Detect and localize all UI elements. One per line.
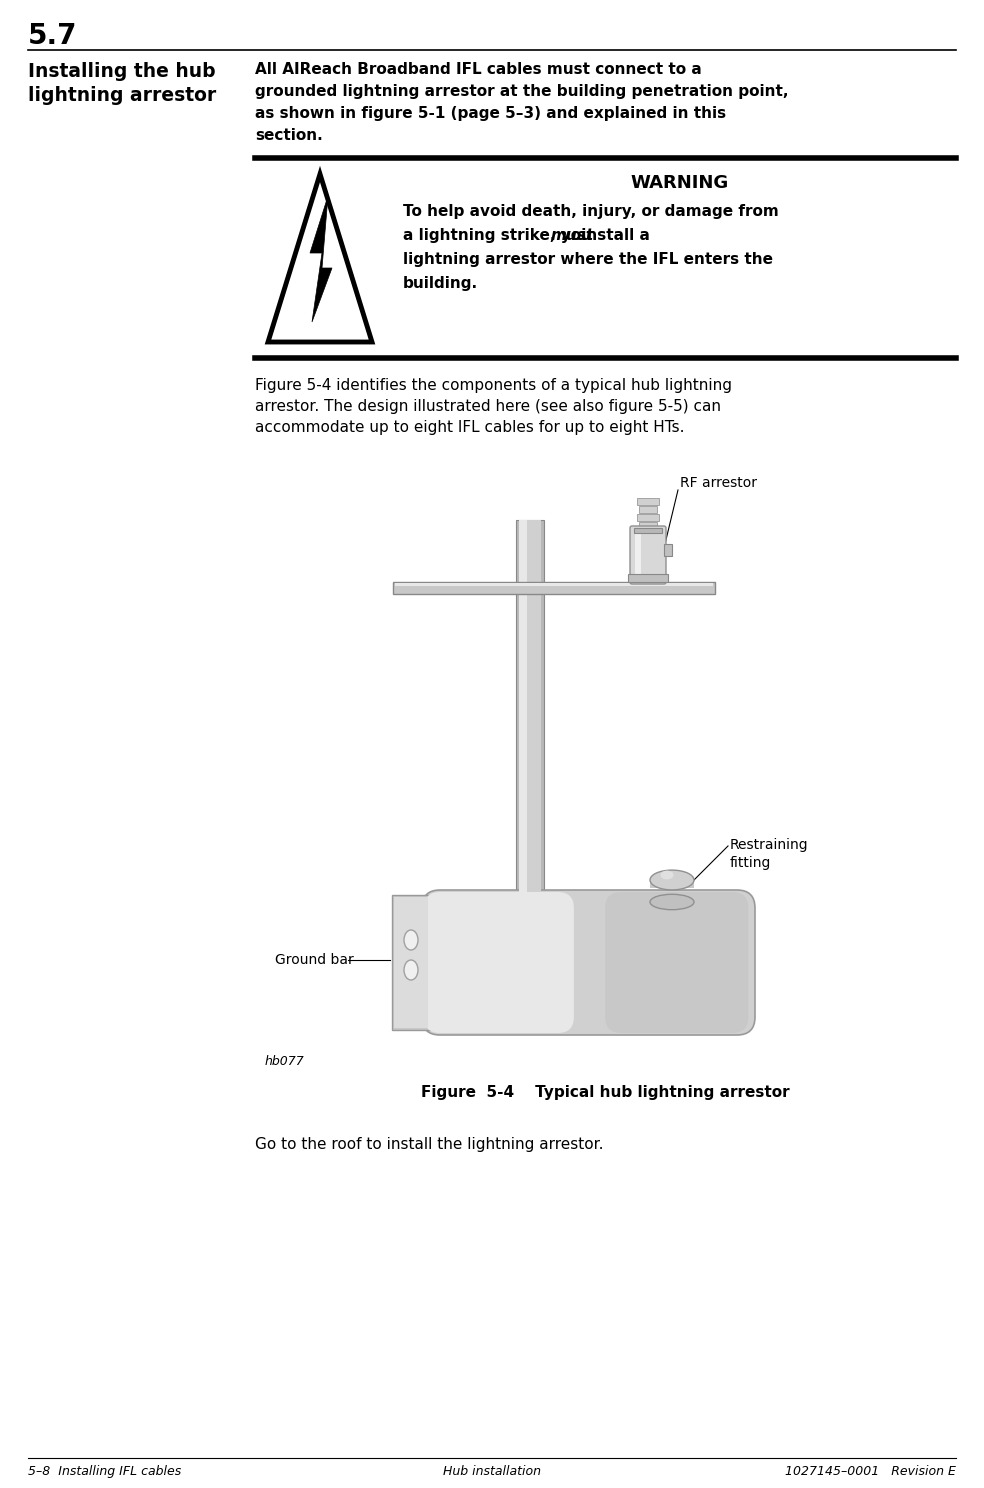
- Bar: [393, 582, 715, 594]
- Polygon shape: [268, 174, 372, 342]
- Polygon shape: [650, 879, 694, 888]
- Bar: [516, 519, 544, 894]
- Bar: [519, 519, 527, 894]
- Bar: [637, 498, 659, 504]
- Bar: [392, 894, 430, 1030]
- Bar: [527, 519, 541, 894]
- Text: To help avoid death, injury, or damage from: To help avoid death, injury, or damage f…: [403, 204, 778, 219]
- Bar: [639, 539, 657, 545]
- Ellipse shape: [404, 930, 418, 949]
- Text: Go to the roof to install the lightning arrestor.: Go to the roof to install the lightning …: [255, 1137, 603, 1152]
- Text: Installing the hub: Installing the hub: [28, 62, 215, 80]
- Text: Restraining: Restraining: [730, 838, 809, 853]
- Bar: [635, 530, 641, 580]
- Text: fitting: fitting: [730, 856, 771, 870]
- Ellipse shape: [650, 870, 694, 890]
- Text: arrestor. The design illustrated here (see also figure 5-5) can: arrestor. The design illustrated here (s…: [255, 399, 721, 414]
- Bar: [637, 513, 659, 521]
- Text: Figure 5-4 identifies the components of a typical hub lightning: Figure 5-4 identifies the components of …: [255, 378, 732, 393]
- Bar: [639, 506, 657, 513]
- Text: lightning arrestor: lightning arrestor: [28, 86, 216, 106]
- Text: section.: section.: [255, 128, 323, 143]
- Text: as shown in figure 5-1 (page 5–3) and explained in this: as shown in figure 5-1 (page 5–3) and ex…: [255, 106, 726, 121]
- Ellipse shape: [404, 960, 418, 981]
- Text: Hub installation: Hub installation: [443, 1466, 541, 1478]
- Text: RF arrestor: RF arrestor: [680, 476, 757, 490]
- Bar: [639, 522, 657, 530]
- FancyBboxPatch shape: [422, 890, 755, 1036]
- Text: install a: install a: [577, 228, 650, 243]
- Text: WARNING: WARNING: [631, 174, 728, 192]
- Bar: [628, 574, 668, 582]
- FancyBboxPatch shape: [630, 525, 666, 583]
- Text: All AIReach Broadband IFL cables must connect to a: All AIReach Broadband IFL cables must co…: [255, 62, 702, 77]
- Bar: [634, 528, 662, 533]
- Text: 5.7: 5.7: [28, 22, 78, 51]
- Text: building.: building.: [403, 275, 478, 292]
- FancyBboxPatch shape: [424, 891, 574, 1033]
- Polygon shape: [310, 196, 332, 321]
- Ellipse shape: [660, 870, 674, 879]
- Text: a lightning strike, you: a lightning strike, you: [403, 228, 597, 243]
- Text: grounded lightning arrestor at the building penetration point,: grounded lightning arrestor at the build…: [255, 83, 788, 100]
- Text: 1027145–0001   Revision E: 1027145–0001 Revision E: [785, 1466, 956, 1478]
- Text: Figure  5-4    Typical hub lightning arrestor: Figure 5-4 Typical hub lightning arresto…: [421, 1085, 790, 1100]
- Bar: [637, 530, 659, 537]
- Text: Ground bar: Ground bar: [275, 952, 354, 967]
- FancyBboxPatch shape: [605, 891, 749, 1033]
- Text: lightning arrestor where the IFL enters the: lightning arrestor where the IFL enters …: [403, 251, 773, 266]
- Bar: [394, 897, 428, 1028]
- Text: hb077: hb077: [265, 1055, 305, 1068]
- Bar: [395, 583, 713, 586]
- Ellipse shape: [650, 894, 694, 909]
- Text: must: must: [551, 228, 593, 243]
- Text: 5–8  Installing IFL cables: 5–8 Installing IFL cables: [28, 1466, 181, 1478]
- Bar: [664, 545, 672, 557]
- Text: accommodate up to eight IFL cables for up to eight HTs.: accommodate up to eight IFL cables for u…: [255, 420, 685, 434]
